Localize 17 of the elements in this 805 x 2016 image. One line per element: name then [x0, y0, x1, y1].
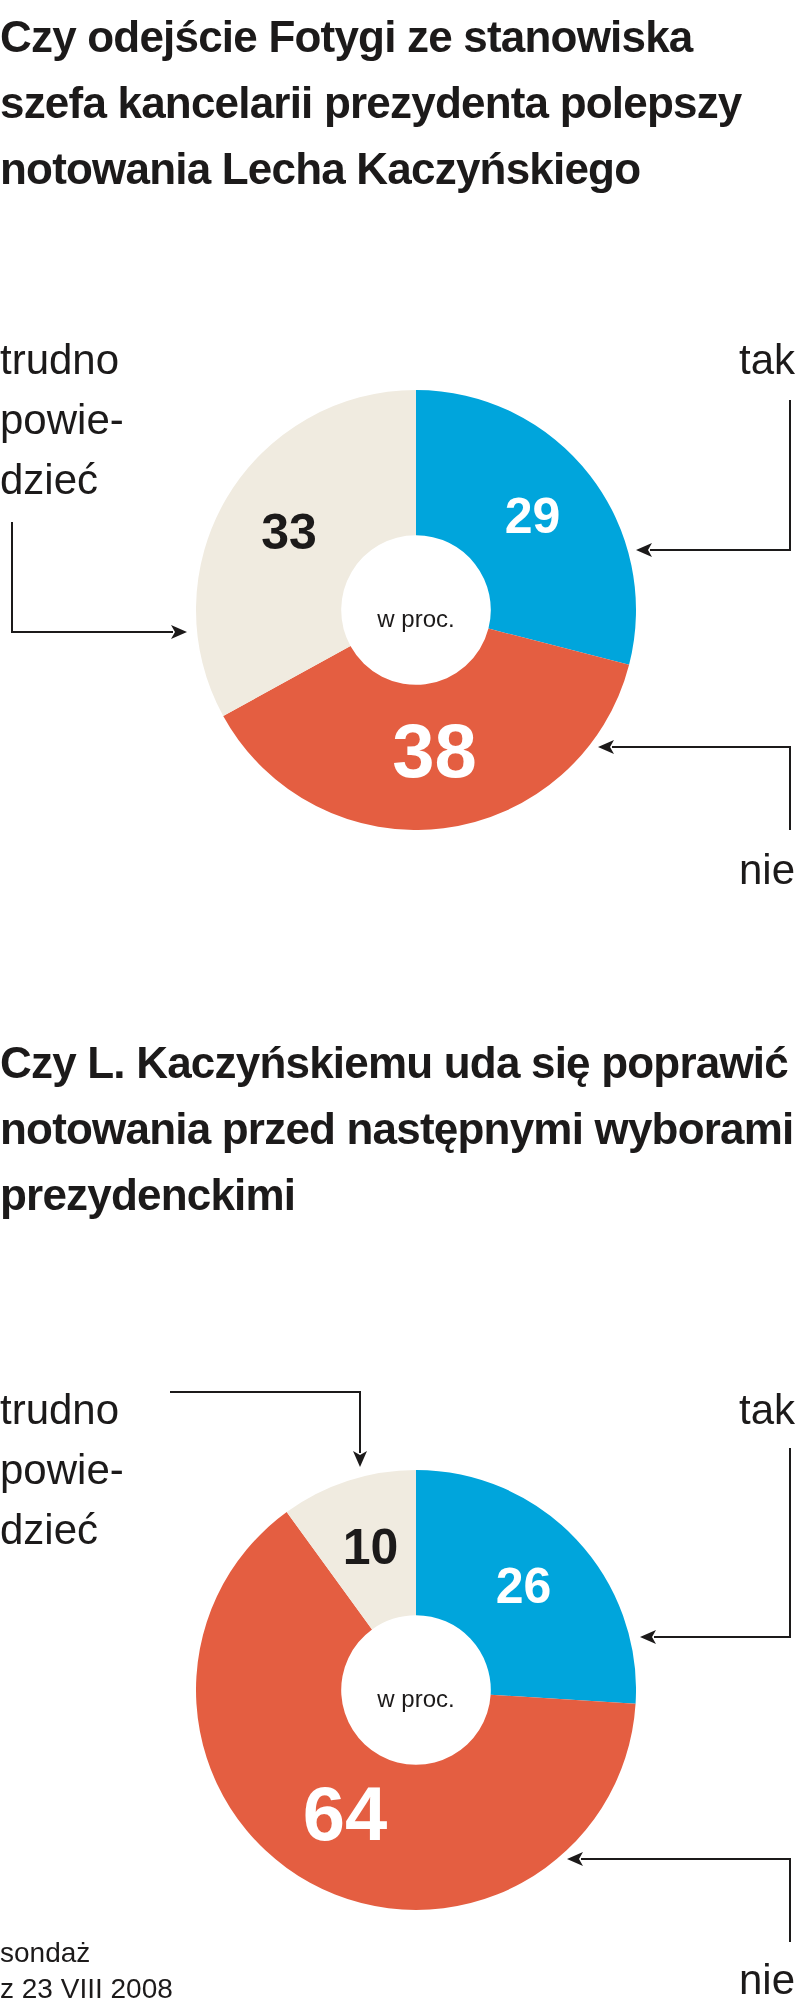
slice-label: nie: [738, 845, 795, 895]
data-label: 64: [302, 1771, 388, 1857]
slice-label: tak: [738, 1385, 795, 1435]
text: w proc.: [376, 1684, 455, 1712]
text: sondaż z 23 VIII 2008: [0, 1936, 173, 2006]
data-label: 29: [504, 488, 561, 545]
data-label: 38: [392, 708, 477, 794]
data-label: 33: [261, 503, 317, 560]
slice-label: trudno powie- dzieć: [0, 1385, 124, 1555]
slice-label: trudno powie- dzieć: [0, 335, 124, 505]
slice-label: tak: [738, 335, 795, 385]
text: w proc.: [376, 604, 455, 632]
chart-title: Czy odejście Fotygi ze stanowiska szefa kancelarii prezydenta polepszy notowania Lecha Kaczyńskiego: [0, 11, 743, 195]
data-label: 10: [342, 1518, 399, 1575]
slice-label: nie: [738, 1955, 795, 2005]
chart-title: Czy L. Kaczyńskiemu uda się poprawić notowania przed następnymi wyborami prezydenckimi: [0, 1037, 795, 1221]
data-label: 26: [495, 1557, 552, 1614]
